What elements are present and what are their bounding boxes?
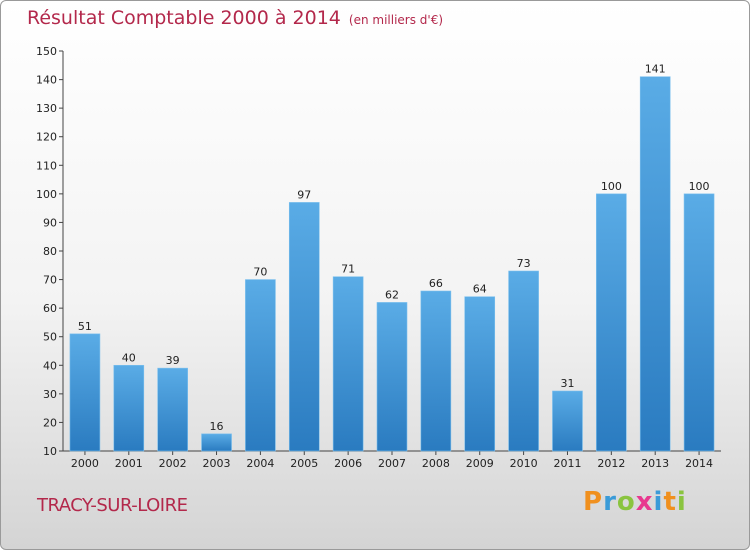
data-label-2002: 39 <box>166 354 180 367</box>
data-label-2007: 62 <box>385 288 399 301</box>
bar-2000 <box>69 333 101 452</box>
bar-2013 <box>639 76 671 452</box>
chart-unit: (en milliers d'€) <box>348 13 444 27</box>
data-label-2000: 51 <box>78 320 92 333</box>
logo-letter: i <box>653 487 664 517</box>
data-label-2001: 40 <box>122 351 136 364</box>
x-tick-label-2010: 2010 <box>510 457 538 470</box>
bar-2008 <box>420 290 452 452</box>
x-tick-label-2002: 2002 <box>159 457 187 470</box>
bar-2012 <box>596 193 627 452</box>
chart-title: Résultat Comptable 2000 à 2014 (en millie… <box>27 7 443 29</box>
x-tick-label-2007: 2007 <box>378 457 406 470</box>
y-tick-label: 120 <box>36 131 57 144</box>
y-tick-label: 20 <box>43 416 57 429</box>
data-label-2011: 31 <box>560 377 574 390</box>
x-tick-label-2004: 2004 <box>246 457 274 470</box>
bar-2010 <box>508 270 539 452</box>
y-tick-label: 10 <box>43 445 57 458</box>
data-label-2013: 141 <box>645 63 666 76</box>
bar-2005 <box>288 202 320 452</box>
x-tick-label-2009: 2009 <box>466 457 494 470</box>
x-tick-label-2005: 2005 <box>290 457 318 470</box>
y-tick-label: 70 <box>43 274 57 287</box>
y-tick-label: 100 <box>36 188 57 201</box>
x-tick-label-2003: 2003 <box>203 457 231 470</box>
data-label-2012: 100 <box>601 180 622 193</box>
y-tick-label: 40 <box>43 359 57 372</box>
data-label-2010: 73 <box>517 257 531 270</box>
logo-letter: x <box>635 487 654 517</box>
x-tick-label-2014: 2014 <box>685 457 713 470</box>
data-label-2009: 64 <box>473 283 487 296</box>
x-tick-label-2000: 2000 <box>71 457 99 470</box>
x-tick-label-2006: 2006 <box>334 457 362 470</box>
bar-2002 <box>157 367 188 452</box>
y-tick-label: 30 <box>43 388 57 401</box>
y-tick-label: 50 <box>43 331 57 344</box>
y-tick-label: 90 <box>43 216 57 229</box>
y-tick-label: 60 <box>43 302 57 315</box>
x-tick-label-2012: 2012 <box>597 457 625 470</box>
data-label-2003: 16 <box>210 420 224 433</box>
x-tick-label-2013: 2013 <box>641 457 669 470</box>
bar-2011 <box>552 390 583 452</box>
bar-2003 <box>201 433 232 452</box>
data-label-2014: 100 <box>689 180 710 193</box>
proxiti-logo: Proxiti <box>583 487 687 517</box>
logo-letter: r <box>603 487 617 517</box>
x-tick-label-2011: 2011 <box>553 457 581 470</box>
bar-2004 <box>245 279 276 452</box>
x-tick-label-2001: 2001 <box>115 457 143 470</box>
data-label-2004: 70 <box>253 266 267 279</box>
chart-title-text: Résultat Comptable 2000 à 2014 <box>27 7 341 29</box>
bar-2006 <box>332 276 364 452</box>
city-name: TRACY-SUR-LOIRE <box>37 495 188 516</box>
bar-2014 <box>683 193 715 452</box>
bar-2009 <box>464 296 496 452</box>
data-label-2006: 71 <box>341 263 355 276</box>
data-label-2005: 97 <box>297 188 311 201</box>
logo-letter: t <box>663 487 677 517</box>
logo-letter: i <box>676 487 687 517</box>
data-label-2008: 66 <box>429 277 443 290</box>
bar-2007 <box>376 302 408 452</box>
x-tick-label-2008: 2008 <box>422 457 450 470</box>
logo-letter: o <box>616 487 636 517</box>
y-tick-label: 130 <box>36 102 57 115</box>
y-tick-label: 110 <box>36 159 57 172</box>
chart-bars: 51 40 39 16 70 97 71 62 66 64 73 31 100 141 100 <box>69 63 715 452</box>
bar-2001 <box>113 364 145 452</box>
y-tick-label: 140 <box>36 74 57 87</box>
y-tick-label: 80 <box>43 245 57 258</box>
y-tick-label: 150 <box>36 45 57 58</box>
logo-letter: P <box>583 487 604 517</box>
